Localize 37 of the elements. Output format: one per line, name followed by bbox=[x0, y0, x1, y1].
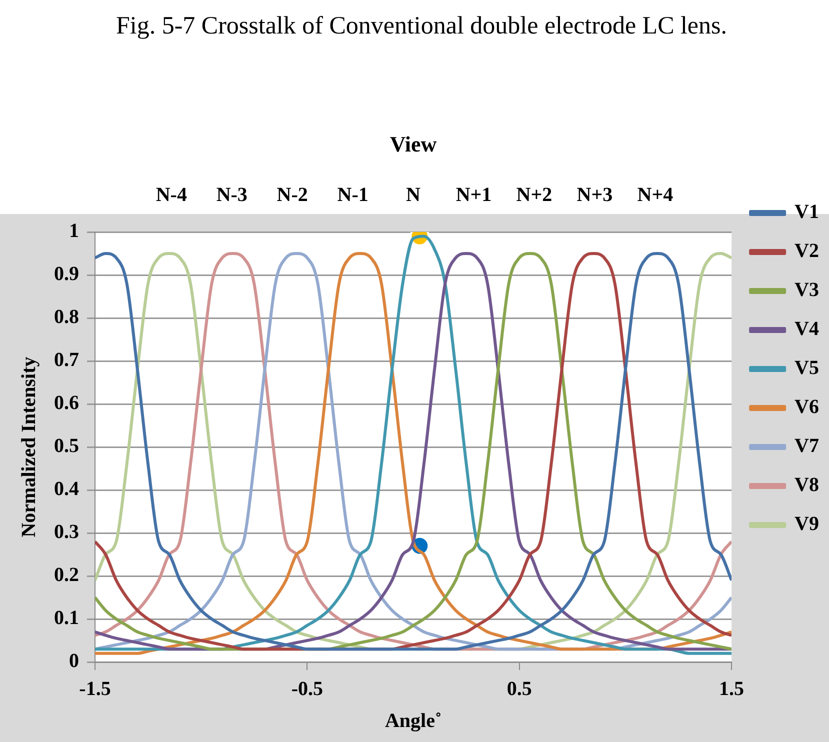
chart-title: Fig. 5-7 Crosstalk of Conventional double electrode LC lens. bbox=[116, 12, 728, 40]
y-tick-label: 0.4 bbox=[54, 478, 79, 500]
y-tick-label: 0.9 bbox=[54, 263, 79, 286]
x-axis-title: Angle˚ bbox=[384, 710, 442, 732]
text: N+4 bbox=[637, 184, 674, 206]
legend-label: V9 bbox=[794, 513, 820, 536]
text: N bbox=[406, 184, 422, 206]
x-tick-label: -0.5 bbox=[291, 678, 324, 700]
legend-label: V3 bbox=[794, 279, 820, 302]
text: N+3 bbox=[576, 184, 613, 206]
x-tick-label: 1.5 bbox=[719, 678, 744, 700]
x-tick-label: 0.5 bbox=[506, 678, 532, 700]
x-tick-label: -1.5 bbox=[79, 678, 111, 700]
y-tick-label: 0.5 bbox=[54, 435, 79, 458]
text: N-3 bbox=[216, 184, 248, 206]
y-tick-label: 0.7 bbox=[54, 349, 79, 372]
text: N+2 bbox=[516, 184, 552, 206]
y-tick-label: 0 bbox=[69, 650, 79, 672]
legend-label: V2 bbox=[794, 240, 820, 262]
y-tick-label: 0.8 bbox=[54, 306, 79, 328]
y-tick-label: 0.2 bbox=[54, 564, 79, 586]
legend-label: V1 bbox=[794, 201, 820, 224]
y-tick-label: 0.6 bbox=[54, 392, 79, 414]
legend-label: V6 bbox=[794, 396, 820, 418]
text: View bbox=[390, 132, 437, 157]
text: N-1 bbox=[337, 184, 368, 206]
legend-label: V7 bbox=[794, 435, 820, 458]
legend-label: V4 bbox=[794, 318, 820, 340]
legend-label: V5 bbox=[794, 357, 820, 380]
y-tick-label: 0.1 bbox=[54, 607, 79, 630]
text: N+1 bbox=[456, 184, 492, 206]
text: N-2 bbox=[276, 184, 308, 206]
legend-label: V8 bbox=[794, 474, 820, 496]
y-tick-label: 1 bbox=[69, 220, 79, 242]
text: N-4 bbox=[156, 184, 187, 206]
y-tick-label: 0.3 bbox=[54, 521, 79, 544]
y-axis-title: Normalized Intensity bbox=[18, 356, 40, 538]
